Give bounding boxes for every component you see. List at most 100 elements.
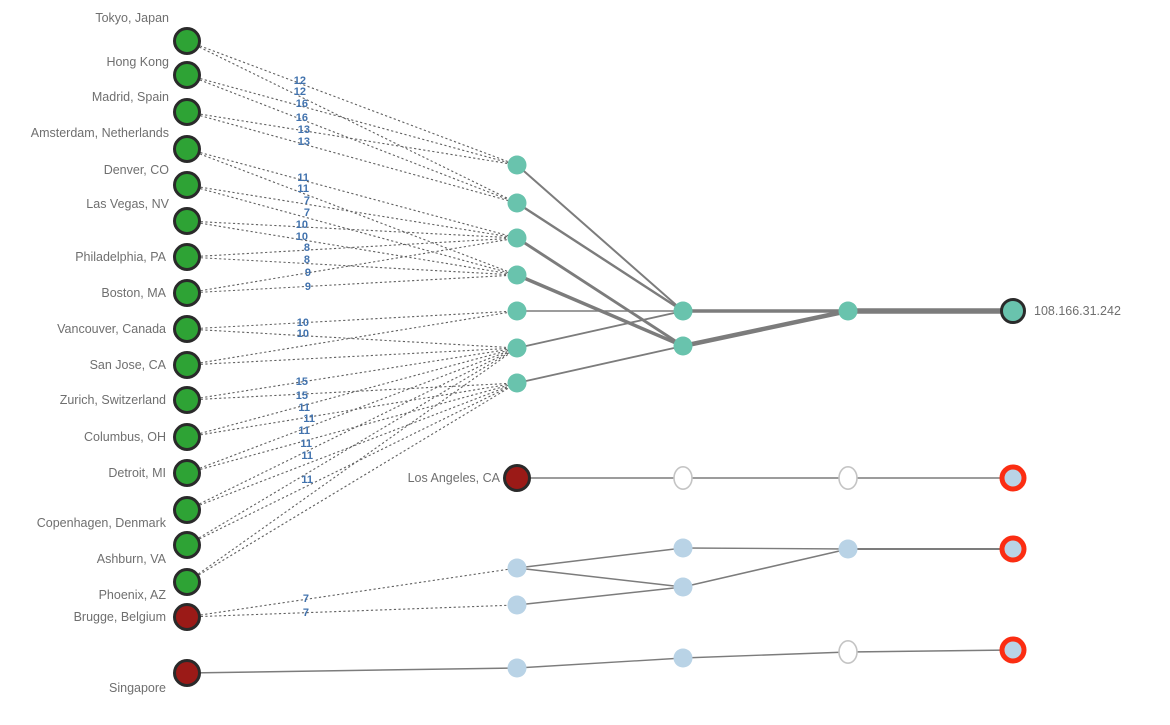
- node-label-ashburn: Ashburn, VA: [97, 552, 167, 566]
- node-sg1[interactable]: [507, 658, 527, 678]
- node-columbus[interactable]: [173, 423, 201, 451]
- node-n4[interactable]: [838, 301, 858, 321]
- node-sanjose[interactable]: [173, 351, 201, 379]
- edge-bA-bC: [516, 547, 684, 569]
- node-zurich[interactable]: [173, 386, 201, 414]
- node-label-boston: Boston, MA: [101, 286, 166, 300]
- edge-ashburn-t383: [186, 382, 518, 546]
- node-label-philadelphia: Philadelphia, PA: [75, 250, 166, 264]
- edge-latency-label: 7: [304, 195, 310, 207]
- edge-latency-label: 10: [296, 219, 308, 231]
- edge-t238-n3b: [516, 236, 684, 348]
- node-detroit[interactable]: [173, 459, 201, 487]
- edge-latency-label: 11: [297, 183, 309, 195]
- edge-latency-label: 7: [303, 593, 309, 605]
- edge-madrid-t165: [186, 111, 518, 166]
- node-bA[interactable]: [507, 558, 527, 578]
- edge-latency-label: 11: [298, 402, 310, 414]
- node-label-denver: Denver, CO: [104, 163, 170, 177]
- node-t311[interactable]: [507, 301, 527, 321]
- node-t203[interactable]: [507, 193, 527, 213]
- node-bC[interactable]: [673, 538, 693, 558]
- node-endpoint[interactable]: [1000, 298, 1026, 324]
- node-vancouver[interactable]: [173, 315, 201, 343]
- node-sg2[interactable]: [673, 648, 693, 668]
- node-boston[interactable]: [173, 279, 201, 307]
- edge-latency-label: 8: [304, 242, 310, 254]
- edge-hongkong-t165: [186, 74, 518, 166]
- edge-latency-label: 9: [305, 267, 311, 279]
- node-brugge[interactable]: [173, 603, 201, 631]
- edge-latency-label: 12: [294, 86, 306, 98]
- node-t165[interactable]: [507, 155, 527, 175]
- edge-latency-label: 11: [298, 425, 310, 437]
- node-phoenix[interactable]: [173, 568, 201, 596]
- edge-sg3-sg_dst: [847, 649, 1014, 653]
- node-label-amsterdam: Amsterdam, Netherlands: [31, 126, 169, 140]
- edge-zurich-t348: [186, 347, 518, 401]
- node-copenhagen[interactable]: [173, 496, 201, 524]
- node-bB[interactable]: [507, 595, 527, 615]
- edge-sg1-sg2: [516, 657, 684, 669]
- node-t275[interactable]: [507, 265, 527, 285]
- node-bD[interactable]: [673, 577, 693, 597]
- edge-copenhagen-t383: [186, 382, 518, 511]
- edge-columbus-t348: [186, 347, 518, 438]
- node-label-losangeles: Los Angeles, CA: [408, 471, 501, 485]
- node-philadelphia[interactable]: [173, 243, 201, 271]
- edge-bC-bE: [682, 547, 849, 550]
- node-label-singapore: Singapore: [109, 681, 166, 695]
- edge-latency-label: 15: [296, 376, 308, 388]
- node-denver[interactable]: [173, 171, 201, 199]
- edge-latency-label: 16: [296, 98, 308, 110]
- edge-denver-t238: [186, 184, 518, 239]
- node-sg3[interactable]: [838, 639, 858, 664]
- node-b_dst[interactable]: [999, 535, 1027, 563]
- node-tokyo[interactable]: [173, 27, 201, 55]
- node-label-copenhagen: Copenhagen, Denmark: [37, 516, 167, 530]
- edge-bB-bD: [516, 586, 684, 606]
- node-bE[interactable]: [838, 539, 858, 559]
- edge-latency-label: 10: [297, 317, 309, 329]
- edge-t165-n3a: [516, 164, 684, 312]
- node-t348[interactable]: [507, 338, 527, 358]
- edge-vancouver-t311: [186, 310, 518, 330]
- node-singapore[interactable]: [173, 659, 201, 687]
- node-n3a[interactable]: [673, 301, 693, 321]
- edge-latency-label: 10: [296, 231, 308, 243]
- node-t238[interactable]: [507, 228, 527, 248]
- node-label-tokyo: Tokyo, Japan: [95, 11, 169, 25]
- node-amsterdam[interactable]: [173, 135, 201, 163]
- node-ashburn[interactable]: [173, 531, 201, 559]
- edge-boston-t275: [186, 274, 518, 294]
- node-hongkong[interactable]: [173, 61, 201, 89]
- node-label-brugge: Brugge, Belgium: [74, 610, 166, 624]
- node-la_h2[interactable]: [838, 465, 858, 490]
- node-madrid[interactable]: [173, 98, 201, 126]
- node-la_dst[interactable]: [999, 464, 1027, 492]
- edge-latency-label: 9: [305, 281, 311, 293]
- node-lasvegas[interactable]: [173, 207, 201, 235]
- node-n3b[interactable]: [673, 336, 693, 356]
- node-la_h1[interactable]: [673, 465, 693, 490]
- edge-tokyo-t165: [186, 40, 518, 166]
- edge-singapore-sg1: [186, 667, 518, 674]
- edge-bA-bD: [516, 567, 684, 588]
- node-label-vancouver: Vancouver, Canada: [57, 322, 166, 336]
- node-label-sanjose: San Jose, CA: [90, 358, 167, 372]
- node-label-phoenix: Phoenix, AZ: [99, 588, 167, 602]
- edge-copenhagen-t348: [186, 347, 518, 511]
- edge-latency-label: 15: [296, 390, 308, 402]
- edge-latency-label: 11: [301, 450, 313, 462]
- edge-detroit-t383: [186, 382, 518, 474]
- node-losangeles[interactable]: [503, 464, 531, 492]
- edge-t203-n3a: [516, 201, 684, 313]
- node-t383[interactable]: [507, 373, 527, 393]
- edge-sanjose-t348: [186, 347, 518, 366]
- edge-latency-label: 7: [304, 207, 310, 219]
- edge-amsterdam-t238: [186, 148, 518, 239]
- edge-bD-bE: [682, 548, 849, 588]
- node-sg_dst[interactable]: [999, 636, 1027, 664]
